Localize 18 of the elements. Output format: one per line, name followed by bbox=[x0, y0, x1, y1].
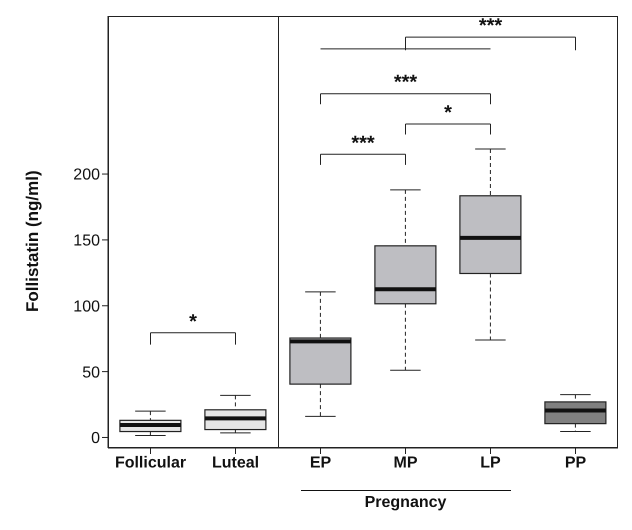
x-tick-label: EP bbox=[310, 454, 332, 472]
y-tick-label: 150 bbox=[73, 232, 100, 250]
annotation: * bbox=[444, 102, 452, 124]
text: Pregnancy bbox=[364, 494, 448, 512]
x-tick-label: Follicular bbox=[114, 454, 186, 472]
annotation: *** bbox=[394, 72, 418, 94]
x-tick-label: LP bbox=[480, 454, 502, 472]
x-tick-label: MP bbox=[394, 454, 418, 472]
x-tick-label: Luteal bbox=[212, 454, 260, 472]
y-tick-label: 0 bbox=[91, 430, 100, 448]
annotation: *** bbox=[478, 15, 502, 38]
annotation: *** bbox=[351, 132, 375, 154]
y-axis-title: Follistatin (ng/ml) bbox=[23, 170, 42, 312]
y-tick-label: 100 bbox=[73, 298, 100, 316]
y-tick-label: 50 bbox=[82, 364, 100, 382]
y-tick-label: 200 bbox=[73, 166, 100, 184]
annotation: * bbox=[189, 310, 198, 333]
x-tick-label: PP bbox=[564, 454, 586, 472]
